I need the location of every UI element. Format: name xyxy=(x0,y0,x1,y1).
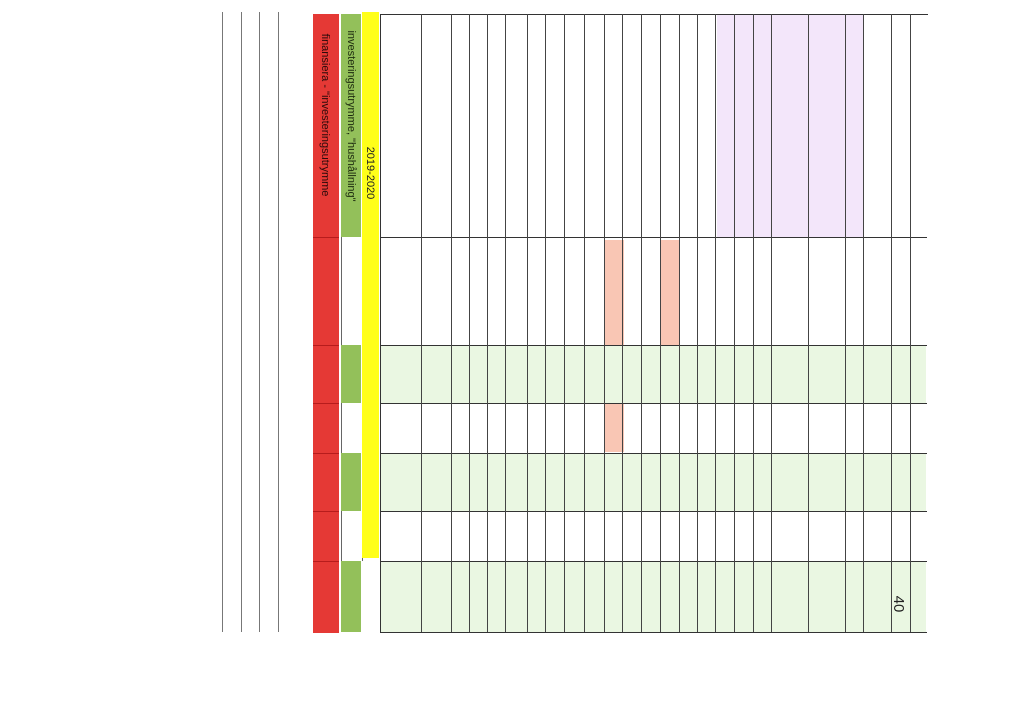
row-divider-2 xyxy=(380,345,927,346)
col-line-17 xyxy=(734,14,735,632)
salmon-mark-1 xyxy=(605,240,624,346)
green-header-cell-top xyxy=(341,14,361,237)
lavender-block xyxy=(717,15,863,237)
row-divider-3 xyxy=(380,403,927,404)
col-line-16 xyxy=(715,14,716,632)
green-column-label: investeringsutrymme, "hushållning" xyxy=(345,30,357,202)
red-column-label: finansiera - "investeringsutrymme xyxy=(319,33,331,197)
green-row-3 xyxy=(381,562,926,632)
col-line-1 xyxy=(421,14,422,632)
green-cell-2 xyxy=(341,345,361,403)
col-line-22 xyxy=(863,14,864,632)
col-line-13 xyxy=(660,14,661,632)
yellow-year-column xyxy=(362,12,379,558)
red-cell-1 xyxy=(313,237,339,346)
col-line-11 xyxy=(622,14,623,632)
red-cell-2 xyxy=(313,345,339,404)
col-line-10 xyxy=(604,14,605,632)
col-line-15 xyxy=(697,14,698,632)
page-number: 40 xyxy=(890,595,907,613)
row-divider-bottom xyxy=(380,632,927,633)
white-cell-1 xyxy=(341,237,363,345)
left-rule-2 xyxy=(241,12,242,632)
col-line-6 xyxy=(527,14,528,632)
red-cell-5 xyxy=(313,511,339,562)
col-line-3 xyxy=(469,14,470,632)
col-line-5 xyxy=(505,14,506,632)
col-line-21 xyxy=(845,14,846,632)
col-line-7 xyxy=(545,14,546,632)
red-cell-3 xyxy=(313,403,339,454)
col-line-14 xyxy=(679,14,680,632)
green-row-1 xyxy=(381,346,926,403)
left-rule-4 xyxy=(278,12,279,632)
row-divider-1 xyxy=(380,237,927,238)
data-grid xyxy=(380,14,928,633)
red-cell-6 xyxy=(313,561,339,633)
green-cell-6 xyxy=(341,561,361,632)
col-line-23 xyxy=(891,14,892,632)
year-label: 2019-2020 xyxy=(364,146,376,200)
salmon-mark-3 xyxy=(605,404,624,452)
green-cell-4 xyxy=(341,453,361,511)
col-line-19 xyxy=(771,14,772,632)
red-cell-4 xyxy=(313,453,339,512)
green-row-2 xyxy=(381,454,926,511)
col-line-12 xyxy=(641,14,642,632)
row-divider-4 xyxy=(380,453,927,454)
col-line-8 xyxy=(564,14,565,632)
white-cell-5 xyxy=(341,511,363,561)
col-line-2 xyxy=(451,14,452,632)
col-line-4 xyxy=(487,14,488,632)
row-divider-6 xyxy=(380,561,927,562)
left-rule-3 xyxy=(259,12,260,632)
col-line-24 xyxy=(910,14,911,632)
white-cell-3 xyxy=(341,403,363,453)
salmon-mark-2 xyxy=(661,240,680,346)
col-line-18 xyxy=(753,14,754,632)
col-line-20 xyxy=(808,14,809,632)
row-divider-5 xyxy=(380,511,927,512)
col-line-9 xyxy=(584,14,585,632)
left-rule-1 xyxy=(222,12,223,632)
